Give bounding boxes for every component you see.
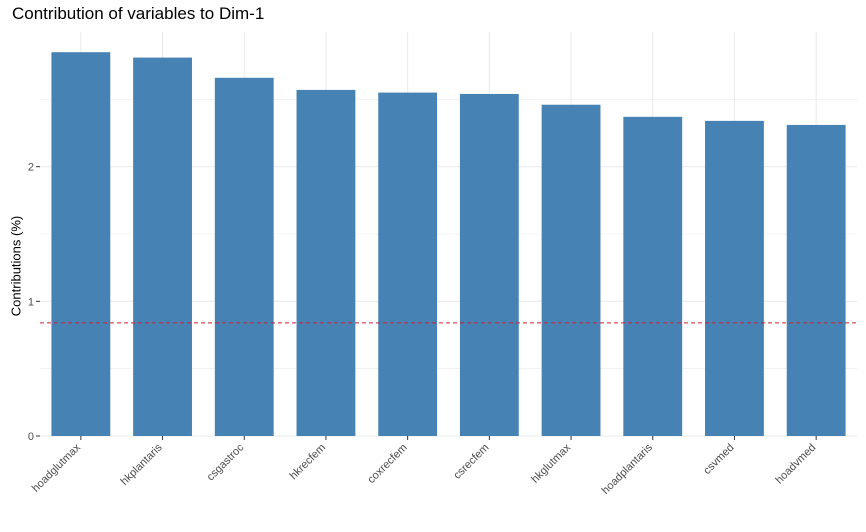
bars — [51, 52, 846, 437]
y-tick-label: 0 — [28, 431, 34, 443]
bar-hoadvmed — [786, 124, 846, 437]
x-tick-label: hkplantaris — [119, 441, 165, 487]
x-tick-label: hoadplantaris — [600, 441, 656, 497]
bar-hoadplantaris — [623, 116, 683, 436]
x-tick-label: hoadglutmax — [30, 441, 83, 494]
x-tick-label: csrecfem — [451, 442, 491, 482]
bar-csvmed — [705, 120, 764, 436]
x-tick-label: coxrecfem — [365, 442, 409, 486]
bar-hkplantaris — [133, 57, 192, 436]
y-axis-ticks: 0 1 2 — [28, 162, 40, 443]
chart-title: Contribution of variables to Dim-1 — [12, 4, 265, 23]
x-axis-ticks: hoadglutmax hkplantaris csgastroc hkrecfem c… — [30, 436, 818, 497]
y-tick-label: 1 — [28, 296, 34, 308]
x-tick-label: csvmed — [701, 442, 736, 477]
bar-hkglutmax — [541, 104, 601, 436]
bar-coxrecfem — [378, 92, 438, 436]
x-tick-label: hkglutmax — [529, 441, 573, 485]
bar-csgastroc — [214, 77, 274, 436]
x-tick-label: csgastroc — [205, 441, 247, 483]
x-tick-label: hkrecfem — [288, 442, 328, 482]
x-tick-label: hoadvmed — [773, 442, 818, 487]
bar-hkrecfem — [296, 89, 356, 436]
bar-hoadglutmax — [51, 52, 111, 436]
bar-csrecfem — [459, 93, 519, 437]
y-tick-label: 2 — [28, 162, 34, 174]
